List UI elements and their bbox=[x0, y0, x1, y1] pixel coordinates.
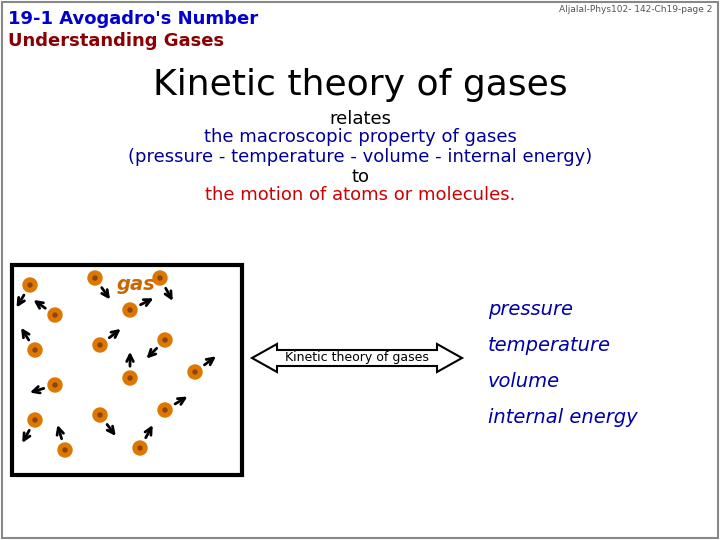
Text: Aljalal-Phys102- 142-Ch19-page 2: Aljalal-Phys102- 142-Ch19-page 2 bbox=[559, 5, 712, 14]
Circle shape bbox=[28, 283, 32, 287]
Circle shape bbox=[58, 443, 72, 457]
Circle shape bbox=[133, 441, 147, 455]
Circle shape bbox=[158, 403, 172, 417]
Text: (pressure - temperature - volume - internal energy): (pressure - temperature - volume - inter… bbox=[128, 148, 592, 166]
Text: Kinetic theory of gases: Kinetic theory of gases bbox=[285, 352, 429, 365]
Circle shape bbox=[163, 338, 167, 342]
Text: pressure: pressure bbox=[488, 300, 573, 319]
Circle shape bbox=[48, 378, 62, 392]
Circle shape bbox=[163, 408, 167, 412]
Circle shape bbox=[98, 413, 102, 417]
Text: volume: volume bbox=[488, 372, 560, 391]
Circle shape bbox=[33, 348, 37, 352]
Text: internal energy: internal energy bbox=[488, 408, 638, 427]
Circle shape bbox=[48, 308, 62, 322]
Circle shape bbox=[158, 276, 162, 280]
Circle shape bbox=[193, 370, 197, 374]
Bar bbox=[12, 265, 242, 475]
Circle shape bbox=[53, 313, 57, 317]
Text: relates: relates bbox=[329, 110, 391, 128]
Circle shape bbox=[53, 383, 57, 387]
Text: the motion of atoms or molecules.: the motion of atoms or molecules. bbox=[204, 186, 516, 204]
Circle shape bbox=[138, 446, 142, 450]
Circle shape bbox=[158, 333, 172, 347]
Text: the macroscopic property of gases: the macroscopic property of gases bbox=[204, 128, 516, 146]
Circle shape bbox=[123, 303, 137, 317]
Polygon shape bbox=[252, 344, 462, 372]
Circle shape bbox=[23, 278, 37, 292]
Circle shape bbox=[63, 448, 67, 452]
Circle shape bbox=[28, 413, 42, 427]
Circle shape bbox=[153, 271, 167, 285]
Text: to: to bbox=[351, 168, 369, 186]
Circle shape bbox=[93, 276, 97, 280]
Circle shape bbox=[188, 365, 202, 379]
Circle shape bbox=[93, 408, 107, 422]
Circle shape bbox=[28, 343, 42, 357]
Text: Kinetic theory of gases: Kinetic theory of gases bbox=[153, 68, 567, 102]
Text: gas: gas bbox=[117, 275, 156, 294]
Circle shape bbox=[98, 343, 102, 347]
Circle shape bbox=[93, 338, 107, 352]
Text: temperature: temperature bbox=[488, 336, 611, 355]
Text: 19-1 Avogadro's Number: 19-1 Avogadro's Number bbox=[8, 10, 258, 28]
Circle shape bbox=[123, 371, 137, 385]
Circle shape bbox=[128, 308, 132, 312]
Circle shape bbox=[128, 376, 132, 380]
Circle shape bbox=[33, 418, 37, 422]
Circle shape bbox=[88, 271, 102, 285]
Text: Understanding Gases: Understanding Gases bbox=[8, 32, 224, 50]
